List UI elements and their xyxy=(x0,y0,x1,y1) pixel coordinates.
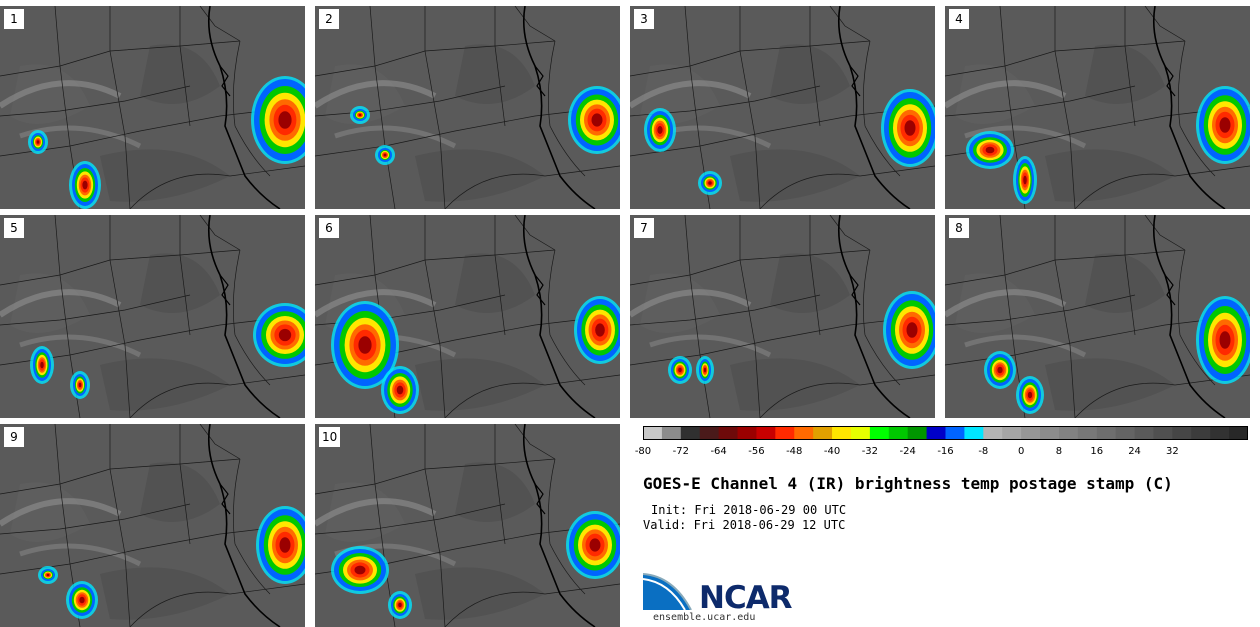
colorbar-segment xyxy=(794,426,814,440)
map-image-icon xyxy=(630,215,935,418)
colorbar-segment xyxy=(888,426,909,440)
colorbar-segment xyxy=(680,426,701,440)
colorbar-segment xyxy=(1002,426,1022,440)
ncar-logo-icon xyxy=(643,573,692,610)
map-panel: 4 xyxy=(945,6,1250,209)
panel-label: 7 xyxy=(634,218,654,238)
colorbar-segment xyxy=(850,426,871,440)
panel-label: 8 xyxy=(949,218,969,238)
map-image-icon xyxy=(0,6,305,209)
panel-label: 10 xyxy=(319,427,341,447)
colorbar-tick-label: 16 xyxy=(1090,446,1104,457)
colorbar-border xyxy=(643,426,1248,440)
map-panel: 8 xyxy=(945,215,1250,418)
colorbar-segment xyxy=(945,426,965,440)
colorbar-segment xyxy=(737,426,757,440)
colorbar-segment xyxy=(1153,426,1173,440)
colorbar-tick-label: 0 xyxy=(1017,446,1025,457)
colorbar-segment xyxy=(964,426,984,440)
colorbar-segment xyxy=(1134,426,1154,440)
map-panel: 9 xyxy=(0,424,305,627)
colorbar-segment xyxy=(1021,426,1041,440)
colorbar-tick-label: -32 xyxy=(861,446,879,457)
colorbar-tick-label: -56 xyxy=(748,446,765,457)
panel-label: 2 xyxy=(319,9,339,29)
colorbar-segment xyxy=(775,426,795,440)
map-image-icon xyxy=(315,215,620,418)
colorbar-segment xyxy=(643,426,663,440)
panel-label: 5 xyxy=(4,218,24,238)
colorbar-segment xyxy=(1229,426,1248,440)
figure-title: GOES-E Channel 4 (IR) brightness temp po… xyxy=(643,474,1173,493)
colorbar-tick-label: -48 xyxy=(786,446,803,457)
logo-url: ensemble.ucar.edu xyxy=(653,612,756,623)
colorbar-tick-label: 8 xyxy=(1055,446,1063,457)
colorbar-segment xyxy=(869,426,890,440)
init-time: Init: Fri 2018-06-29 00 UTC xyxy=(651,503,847,517)
colorbar-tick-label: 32 xyxy=(1166,446,1179,457)
colorbar-segment xyxy=(983,426,1003,440)
colorbar-segment xyxy=(1058,426,1079,440)
colorbar-segment xyxy=(1077,426,1098,440)
colorbar-segment xyxy=(1172,426,1192,440)
map-image-icon xyxy=(945,215,1250,418)
map-panel: 10 xyxy=(315,424,620,627)
colorbar-segment xyxy=(832,426,852,440)
colorbar-segment xyxy=(718,426,739,440)
map-image-icon xyxy=(630,6,935,209)
panel-label: 1 xyxy=(4,9,24,29)
colorbar-segment xyxy=(1115,426,1136,440)
panel-label: 9 xyxy=(4,427,24,447)
map-panel: 2 xyxy=(315,6,620,209)
panel-label: 4 xyxy=(949,9,969,29)
colorbar-segment xyxy=(907,426,928,440)
map-image-icon xyxy=(0,215,305,418)
colorbar-tick-label: -24 xyxy=(899,446,916,457)
colorbar-segment xyxy=(926,426,946,440)
map-panel: 1 xyxy=(0,6,305,209)
colorbar-segment xyxy=(1096,426,1117,440)
colorbar xyxy=(643,426,1248,440)
map-image-icon xyxy=(315,424,620,627)
colorbar-tick-label: -80 xyxy=(634,446,652,457)
map-panel: 7 xyxy=(630,215,935,418)
colorbar-segment xyxy=(1191,426,1211,440)
colorbar-segment xyxy=(813,426,833,440)
panel-label: 3 xyxy=(634,9,654,29)
colorbar-tick-label: -72 xyxy=(672,446,689,457)
colorbar-segment xyxy=(661,426,682,440)
map-image-icon xyxy=(945,6,1250,209)
colorbar-tick-label: -40 xyxy=(823,446,841,457)
colorbar-tick-label: -8 xyxy=(978,446,989,457)
map-image-icon xyxy=(0,424,305,627)
map-panel: 6 xyxy=(315,215,620,418)
colorbar-segment xyxy=(1210,426,1230,440)
colorbar-tick-label: 24 xyxy=(1128,446,1141,457)
colorbar-segment xyxy=(1040,426,1060,440)
colorbar-segment xyxy=(756,426,776,440)
colorbar-tick-label: -64 xyxy=(710,446,727,457)
colorbar-segment xyxy=(699,426,720,440)
colorbar-tick-label: -16 xyxy=(937,446,954,457)
valid-time: Valid: Fri 2018-06-29 12 UTC xyxy=(643,518,846,532)
map-panel: 3 xyxy=(630,6,935,209)
map-image-icon xyxy=(315,6,620,209)
map-panel: 5 xyxy=(0,215,305,418)
ncar-logo-text: NCAR xyxy=(699,580,793,616)
panel-label: 6 xyxy=(319,218,339,238)
